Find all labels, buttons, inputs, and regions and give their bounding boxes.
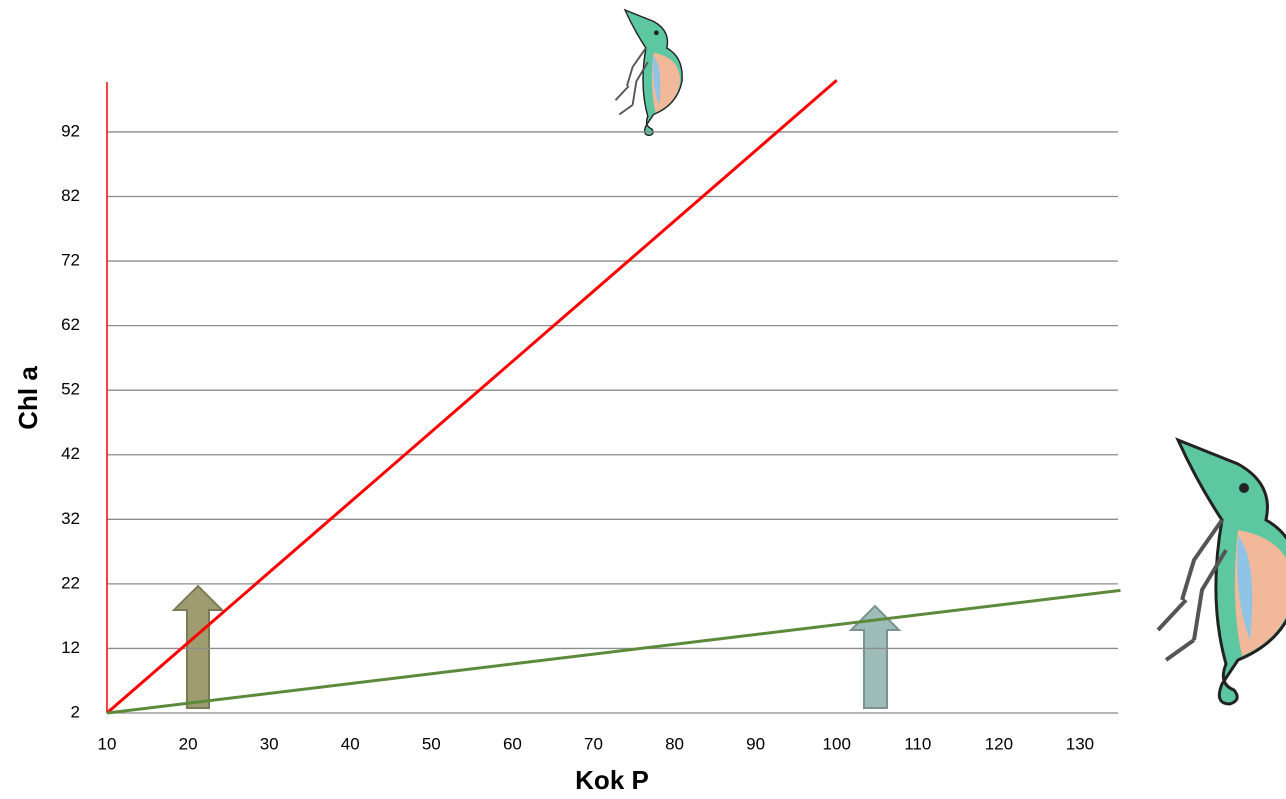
x-tick-label: 70 <box>584 734 603 753</box>
x-tick-label: 120 <box>985 734 1013 753</box>
x-tick-label: 80 <box>665 734 684 753</box>
y-tick-label: 2 <box>71 702 80 721</box>
chameleon-illustration <box>1088 430 1286 710</box>
chameleon-eye <box>1239 483 1249 493</box>
chameleon-illustration <box>582 5 682 138</box>
y-tick-label: 92 <box>61 121 80 140</box>
x-tick-label: 20 <box>179 734 198 753</box>
y-tick-label: 12 <box>61 638 80 657</box>
y-tick-label: 52 <box>61 380 80 399</box>
x-tick-label: 50 <box>422 734 441 753</box>
series-line <box>107 590 1121 713</box>
y-tick-label: 42 <box>61 444 80 463</box>
x-tick-label: 90 <box>746 734 765 753</box>
chart: Kok P Chl a 2 12 22 32 42 52 62 72 82 92 10 20 30 40 5… <box>0 0 1286 799</box>
y-tick-label: 22 <box>61 573 80 592</box>
y-tick-label: 72 <box>61 251 80 270</box>
series-line <box>107 80 837 713</box>
x-tick-label: 10 <box>98 734 117 753</box>
x-tick-label: 110 <box>904 734 931 753</box>
x-tick-label: 130 <box>1066 734 1094 753</box>
y-axis-title: Chl a <box>13 366 43 430</box>
x-tick-label: 60 <box>503 734 522 753</box>
y-tick-label: 62 <box>61 315 80 334</box>
y-tick-label: 32 <box>61 509 80 528</box>
x-tick-label: 30 <box>260 734 279 753</box>
x-tick-label: 100 <box>823 734 851 753</box>
x-tick-label: 40 <box>341 734 360 753</box>
chameleon-eye <box>654 30 659 35</box>
x-axis-title: Kok P <box>575 765 649 795</box>
y-tick-label: 82 <box>61 186 80 205</box>
